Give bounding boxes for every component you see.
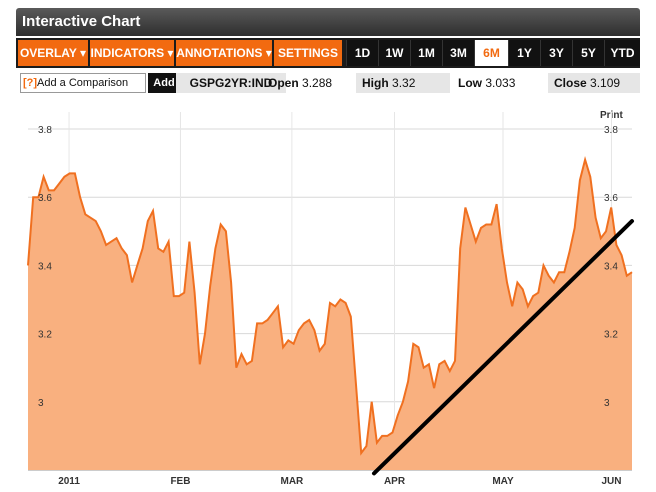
help-icon[interactable]: [?] <box>23 77 38 89</box>
ticker-symbol: GSPG2YR:IND <box>176 73 286 93</box>
x-tick-label: JUN <box>601 476 621 487</box>
range-1w-button[interactable]: 1W <box>378 40 410 66</box>
close-stat: Close 3.109 <box>548 73 640 93</box>
range-3y-button[interactable]: 3Y <box>540 40 572 66</box>
close-label: Close <box>554 76 587 90</box>
x-tick-label: MAY <box>492 476 514 487</box>
open-value: 3.288 <box>302 76 333 90</box>
axis-layer: 3 3 3.2 3.2 3.4 3.4 3.6 3.6 3.8 3.8 2011 FEB MAR APR M… <box>38 125 621 487</box>
quote-bar: [?]Add a Comparison Add GSPG2YR:IND Open… <box>16 70 640 96</box>
low-label: Low <box>458 76 482 90</box>
x-tick-label: MAR <box>280 476 304 487</box>
y-tick-label-right: 3.6 <box>604 193 618 204</box>
range-1d-button[interactable]: 1D <box>346 40 378 66</box>
price-line <box>27 155 633 456</box>
y-tick-label-right: 3.2 <box>604 330 618 341</box>
indicators-menu-button[interactable]: INDICATORS ▾ <box>90 40 174 66</box>
low-value: 3.033 <box>485 76 516 90</box>
range-1y-button[interactable]: 1Y <box>508 40 540 66</box>
range-ytd-button[interactable]: YTD <box>604 40 640 66</box>
x-tick-label: FEB <box>170 476 190 487</box>
settings-menu-button[interactable]: SETTINGS ▾ <box>274 40 342 86</box>
y-tick-label-left: 3.6 <box>38 193 52 204</box>
window-title: Interactive Chart <box>16 8 640 36</box>
y-tick-label-left: 3.4 <box>38 261 52 272</box>
high-value: 3.32 <box>392 76 416 90</box>
chart-toolbar: OVERLAY ▾ INDICATORS ▾ ANNOTATIONS ▾ SET… <box>16 38 640 86</box>
annotations-menu-button[interactable]: ANNOTATIONS ▾ <box>176 40 272 66</box>
comparison-input[interactable]: [?]Add a Comparison <box>20 73 146 93</box>
high-label: High <box>362 76 389 90</box>
x-tick-label: APR <box>384 476 406 487</box>
add-comparison-button[interactable]: Add <box>148 73 180 93</box>
open-stat: Open 3.288 <box>262 73 354 93</box>
x-tick-label: 2011 <box>58 476 80 487</box>
close-value: 3.109 <box>590 76 621 90</box>
y-tick-label-left: 3 <box>38 398 44 409</box>
overlay-menu-button[interactable]: OVERLAY ▾ <box>18 40 88 66</box>
low-stat: Low 3.033 <box>452 73 546 93</box>
y-tick-label-right: 3.4 <box>604 261 618 272</box>
range-5y-button[interactable]: 5Y <box>572 40 604 66</box>
comparison-placeholder: Add a Comparison <box>37 77 129 89</box>
range-3m-button[interactable]: 3M <box>442 40 474 66</box>
y-tick-label-right: 3 <box>604 398 610 409</box>
y-tick-label-right: 3.8 <box>604 125 618 136</box>
y-tick-label-left: 3.2 <box>38 330 52 341</box>
trendline[interactable] <box>371 219 634 476</box>
open-label: Open <box>268 76 299 90</box>
range-6m-button[interactable]: 6M <box>474 40 508 66</box>
high-stat: High 3.32 <box>356 73 450 93</box>
range-1m-button[interactable]: 1M <box>410 40 442 66</box>
price-area <box>28 159 632 470</box>
y-tick-label-left: 3.8 <box>38 125 52 136</box>
